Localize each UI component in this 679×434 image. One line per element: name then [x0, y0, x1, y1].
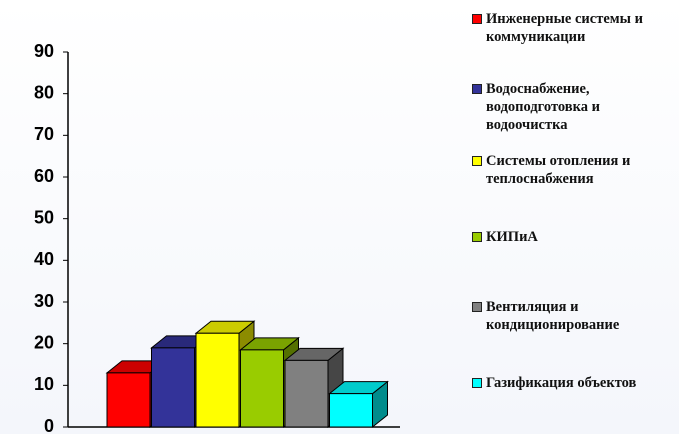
bar-face	[195, 332, 240, 428]
y-tick-label: 80	[34, 82, 54, 102]
bar-face	[329, 393, 373, 428]
bar-face	[240, 349, 284, 428]
legend-label: КИПиА	[486, 229, 538, 245]
legend-label: Газификация объектов	[486, 375, 637, 391]
legend-label: Системы отопления и теплоснабжения	[486, 153, 631, 187]
y-tick-label: 10	[34, 374, 54, 394]
legend-swatch	[472, 156, 482, 166]
legend-label: Вентиляция и кондиционирование	[486, 299, 620, 333]
legend-entry: Газификация объектов	[470, 374, 675, 392]
legend-swatch	[472, 84, 482, 94]
legend-label: Водоснабжение, водоподготовка и водоочис…	[486, 81, 600, 133]
y-tick-label: 50	[34, 207, 54, 227]
y-tick-label: 60	[34, 166, 54, 186]
y-tick-label: 20	[34, 332, 54, 352]
y-tick-label: 0	[44, 416, 54, 434]
legend-swatch	[472, 302, 482, 312]
y-tick-label: 90	[34, 41, 54, 61]
bar-face	[106, 372, 151, 428]
y-tick-label: 30	[34, 291, 54, 311]
legend-entry: Водоснабжение, водоподготовка и водоочис…	[470, 80, 675, 134]
legend-swatch	[472, 232, 482, 242]
legend-entry: КИПиА	[470, 228, 675, 246]
bar-face	[151, 347, 195, 428]
y-tick-label: 40	[34, 249, 54, 269]
legend-label: Инженерные системы и коммуникации	[486, 11, 643, 45]
legend-entry: Вентиляция и кондиционирование	[470, 298, 675, 334]
legend-swatch	[472, 378, 482, 388]
legend-swatch	[472, 14, 482, 24]
legend-entry: Системы отопления и теплоснабжения	[470, 152, 675, 188]
bar	[328, 380, 389, 429]
bar-face	[284, 359, 329, 428]
legend-entry: Инженерные системы и коммуникации	[470, 10, 675, 46]
y-tick-label: 70	[34, 124, 54, 144]
